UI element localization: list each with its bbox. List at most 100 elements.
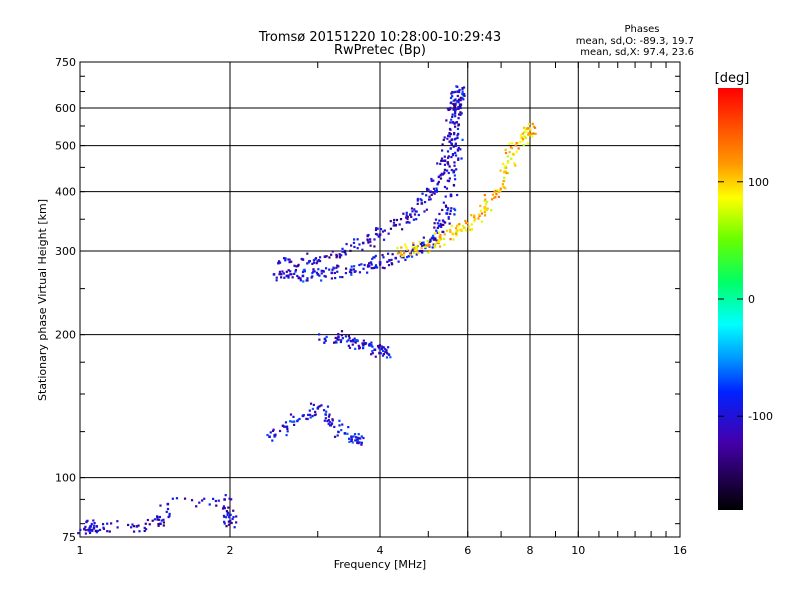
data-point-scatter: [349, 249, 352, 252]
data-point-scatter: [406, 220, 409, 224]
data-point-scatter: [288, 258, 291, 261]
data-point-scatter: [357, 437, 360, 440]
data-point-scatter: [451, 90, 454, 94]
data-point-scatter: [457, 157, 460, 160]
data-point-scatter: [406, 217, 409, 220]
data-point-scatter: [449, 193, 452, 196]
data-point-scatter: [375, 266, 379, 269]
data-point-scatter: [130, 526, 133, 529]
data-point-scatter: [405, 216, 408, 219]
data-point-scatter: [89, 524, 92, 528]
data-point-scatter: [450, 155, 453, 159]
data-point-scatter: [391, 263, 394, 266]
data-point-scatter: [385, 356, 389, 359]
data-point-scatter: [420, 244, 424, 247]
data-point-scatter: [396, 252, 400, 255]
data-point-scatter: [453, 213, 456, 216]
data-point-scatter: [320, 269, 323, 272]
data-point-scatter: [478, 214, 481, 218]
data-point-scatter: [455, 227, 458, 230]
data-point-scatter: [519, 134, 523, 137]
data-point-scatter: [322, 409, 326, 412]
data-point-scatter: [266, 433, 269, 437]
data-point-scatter: [278, 273, 281, 276]
data-point-scatter: [514, 164, 517, 167]
data-point-scatter: [448, 222, 451, 225]
data-point-scatter: [315, 271, 319, 274]
data-point-scatter: [362, 339, 365, 342]
data-point-scatter: [334, 341, 337, 344]
data-point-scatter: [95, 531, 98, 534]
data-point-scatter: [297, 263, 300, 267]
y-tick-label: 100: [55, 472, 76, 485]
data-point-scatter: [457, 117, 460, 120]
chart-title: Tromsø 20151220 10:28:00-10:29:43: [258, 30, 501, 45]
data-point-scatter: [454, 90, 457, 94]
data-point-scatter: [371, 267, 374, 270]
data-point-scatter: [346, 432, 349, 435]
data-point-scatter: [350, 273, 353, 276]
data-point-scatter: [356, 247, 359, 250]
data-point-scatter: [355, 436, 358, 439]
data-point-scatter: [491, 193, 495, 196]
data-point-scatter: [497, 195, 500, 199]
data-point-scatter: [326, 419, 329, 423]
data-point-scatter: [453, 131, 456, 135]
data-point: [378, 233, 382, 236]
data-point-scatter: [429, 238, 432, 241]
data-point-scatter: [458, 88, 461, 92]
data-point-scatter: [448, 165, 451, 168]
data-point-scatter: [433, 226, 436, 229]
data-point-scatter: [284, 259, 287, 262]
data-point-scatter: [314, 413, 317, 416]
data-point-scatter: [405, 214, 408, 217]
data-point-scatter: [166, 507, 170, 511]
data-point-scatter: [352, 338, 355, 342]
data-point-scatter: [453, 161, 456, 164]
data-point: [399, 251, 403, 254]
data-point-scatter: [348, 270, 352, 274]
data-point-scatter: [376, 227, 379, 230]
data-point-scatter: [289, 413, 293, 416]
data-point-scatter: [353, 337, 356, 340]
data-point: [456, 90, 460, 93]
data-point-scatter: [344, 253, 347, 256]
data-point: [330, 271, 334, 275]
data-point-scatter: [383, 267, 386, 270]
data-point-scatter: [296, 274, 299, 278]
data-point-scatter: [356, 441, 359, 444]
data-point-scatter: [534, 132, 537, 135]
data-point-scatter: [412, 251, 416, 255]
data-point-scatter: [483, 208, 486, 212]
data-point-scatter: [275, 279, 278, 282]
data-point-scatter: [494, 189, 497, 193]
data-point-scatter: [374, 264, 378, 267]
data-point-scatter: [417, 213, 420, 217]
data-point-scatter: [298, 417, 301, 421]
data-point-scatter: [329, 424, 333, 427]
data-point-scatter: [316, 260, 319, 263]
data-point-scatter: [312, 259, 316, 262]
data-point-scatter: [338, 255, 341, 258]
data-point-scatter: [327, 422, 330, 425]
data-point-scatter: [444, 195, 447, 198]
data-point-scatter: [456, 136, 459, 140]
data-point-scatter: [306, 262, 309, 265]
data-point-scatter: [223, 507, 226, 510]
data-point-scatter: [278, 261, 282, 264]
data-point-scatter: [156, 516, 159, 519]
data-point-scatter: [323, 341, 326, 344]
data-point-scatter: [352, 238, 356, 241]
data-point-scatter: [405, 211, 408, 214]
data-point-scatter: [447, 163, 450, 166]
data-point-scatter: [405, 248, 409, 251]
data-point-scatter: [291, 276, 294, 279]
data-point-scatter: [439, 162, 442, 166]
data-point-scatter: [467, 225, 470, 228]
data-point: [455, 121, 459, 124]
data-point-scatter: [313, 270, 316, 273]
data-point-scatter: [372, 256, 375, 259]
data-point-scatter: [297, 277, 300, 280]
data-point-scatter: [308, 409, 311, 412]
data-point-scatter: [357, 433, 360, 436]
